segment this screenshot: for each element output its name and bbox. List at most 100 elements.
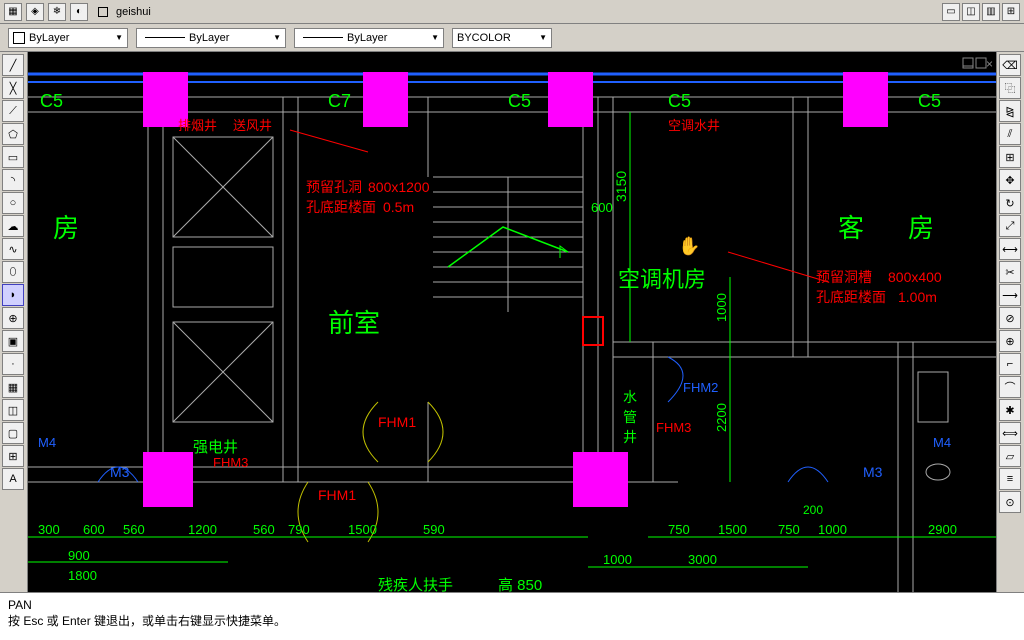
area-tool[interactable]: ▱: [999, 445, 1021, 467]
room-label: 客: [838, 213, 864, 243]
dim: 590: [423, 522, 445, 537]
join-tool[interactable]: ⊕: [999, 330, 1021, 352]
tool-icon-1[interactable]: ▭: [942, 3, 960, 21]
door-label: M4: [933, 435, 951, 450]
stretch-tool[interactable]: ⟷: [999, 238, 1021, 260]
anno: 800x1200: [368, 179, 430, 195]
room-label: 井: [623, 429, 637, 445]
lineweight-dropdown[interactable]: ByLayer ▼: [294, 28, 444, 48]
dim: 600: [83, 522, 105, 537]
anno: 孔底距楼面: [816, 289, 886, 305]
break-tool[interactable]: ⊘: [999, 307, 1021, 329]
insert-tool[interactable]: ⊕: [2, 307, 24, 329]
array-tool[interactable]: ⊞: [999, 146, 1021, 168]
extend-tool[interactable]: ⟶: [999, 284, 1021, 306]
plotstyle-dropdown[interactable]: BYCOLOR ▼: [452, 28, 552, 48]
copy-tool[interactable]: ⿻: [999, 77, 1021, 99]
scale-tool[interactable]: ⤢: [999, 215, 1021, 237]
chevron-down-icon: ▼: [539, 33, 547, 42]
col-label: C5: [40, 91, 63, 111]
drawing-canvas[interactable]: C5 C7 C5 C5 C5 房 前室 空调机房 客 房 强电井 水 管 井 排…: [28, 52, 996, 592]
dim: 1200: [188, 522, 217, 537]
trim-tool[interactable]: ✂: [999, 261, 1021, 283]
room-label: 强电井: [193, 439, 238, 456]
room-label: 排烟井: [178, 118, 217, 133]
door-label: M3: [863, 464, 883, 480]
block-tool[interactable]: ▣: [2, 330, 24, 352]
plotstyle-value: BYCOLOR: [457, 32, 511, 44]
pan-cursor-icon: ✋: [678, 235, 700, 256]
col-label: C5: [668, 91, 691, 111]
room-label: 空调机房: [618, 267, 706, 292]
dim: 560: [123, 522, 145, 537]
command-area[interactable]: PAN 按 Esc 或 Enter 键退出，或单击右键显示快捷菜单。: [0, 592, 1024, 640]
dim: 1000: [818, 522, 847, 537]
polyline-tool[interactable]: ⟋: [2, 100, 24, 122]
dim: 600: [591, 200, 613, 215]
color-value: ByLayer: [29, 32, 69, 44]
layer-on-icon[interactable]: ◐: [70, 3, 88, 21]
current-layer-name: geishui: [116, 6, 151, 18]
viewport-controls: ×: [963, 57, 993, 71]
move-tool[interactable]: ✥: [999, 169, 1021, 191]
explode-tool[interactable]: ✱: [999, 399, 1021, 421]
dim: 750: [778, 522, 800, 537]
linetype-dropdown[interactable]: ByLayer ▼: [136, 28, 286, 48]
dim: 3150: [613, 171, 629, 202]
door-label: M4: [38, 435, 56, 450]
spline-tool[interactable]: ∿: [2, 238, 24, 260]
chevron-down-icon: ▼: [273, 33, 281, 42]
room-label: 房: [908, 213, 934, 243]
anno: 预留洞槽: [816, 269, 872, 285]
room-label: 房: [53, 213, 79, 243]
fillet-tool[interactable]: ⌒: [999, 376, 1021, 398]
mirror-tool[interactable]: ⧎: [999, 100, 1021, 122]
dist-tool[interactable]: ⟺: [999, 422, 1021, 444]
mtext-tool[interactable]: A: [2, 468, 24, 490]
col-label: C5: [508, 91, 531, 111]
layer-states-icon[interactable]: ◈: [26, 3, 44, 21]
workspace: ╱ ╳ ⟋ ⬠ ▭ ◝ ○ ☁ ∿ ⬯ ◗ ⊕ ▣ · ▦ ◫ ▢ ⊞ A: [0, 52, 1024, 592]
rectangle-tool[interactable]: ▭: [2, 146, 24, 168]
hatch-tool[interactable]: ▦: [2, 376, 24, 398]
point-tool[interactable]: ·: [2, 353, 24, 375]
id-tool[interactable]: ⊙: [999, 491, 1021, 513]
erase-tool[interactable]: ⌫: [999, 54, 1021, 76]
room-label: 水: [623, 389, 637, 405]
ellipse-tool[interactable]: ⬯: [2, 261, 24, 283]
ellipse-arc-tool[interactable]: ◗: [2, 284, 24, 306]
tool-icon-3[interactable]: ▥: [982, 3, 1000, 21]
tool-icon-2[interactable]: ◫: [962, 3, 980, 21]
tool-icon-4[interactable]: ⊞: [1002, 3, 1020, 21]
rotate-tool[interactable]: ↻: [999, 192, 1021, 214]
dim: 300: [38, 522, 60, 537]
dim: 3000: [688, 552, 717, 567]
layer-props-icon[interactable]: ▦: [4, 3, 22, 21]
table-tool[interactable]: ⊞: [2, 445, 24, 467]
svg-text:×: ×: [986, 57, 993, 71]
modify-toolbar: ⌫ ⿻ ⧎ ⫽ ⊞ ✥ ↻ ⤢ ⟷ ✂ ⟶ ⊘ ⊕ ⌐ ⌒ ✱ ⟺ ▱ ≡ ⊙: [996, 52, 1024, 592]
anno: 800x400: [888, 269, 942, 285]
dim: 1000: [714, 293, 729, 322]
chevron-down-icon: ▼: [115, 33, 123, 42]
door-label: FHM1: [378, 414, 416, 430]
chamfer-tool[interactable]: ⌐: [999, 353, 1021, 375]
dim: 750: [668, 522, 690, 537]
offset-tool[interactable]: ⫽: [999, 123, 1021, 145]
list-tool[interactable]: ≡: [999, 468, 1021, 490]
arc-tool[interactable]: ◝: [2, 169, 24, 191]
lineweight-preview: [303, 37, 343, 38]
lineweight-value: ByLayer: [347, 32, 387, 44]
polygon-tool[interactable]: ⬠: [2, 123, 24, 145]
layer-freeze-icon[interactable]: ❄: [48, 3, 66, 21]
room-label: 送风井: [233, 118, 272, 133]
linetype-preview: [145, 37, 185, 38]
revcloud-tool[interactable]: ☁: [2, 215, 24, 237]
line-tool[interactable]: ╱: [2, 54, 24, 76]
color-dropdown[interactable]: ByLayer ▼: [8, 28, 128, 48]
room-label: 前室: [328, 308, 380, 338]
circle-tool[interactable]: ○: [2, 192, 24, 214]
gradient-tool[interactable]: ◫: [2, 399, 24, 421]
region-tool[interactable]: ▢: [2, 422, 24, 444]
xline-tool[interactable]: ╳: [2, 77, 24, 99]
